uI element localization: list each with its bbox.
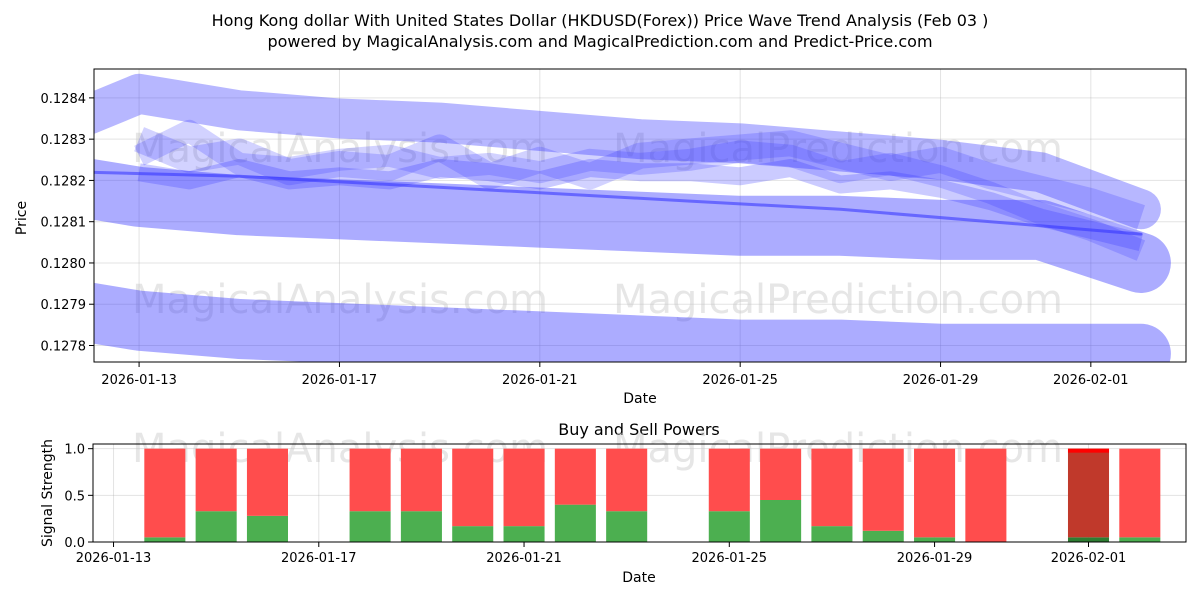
main-x-tick-label: 2026-01-25 [702,373,778,388]
main-y-tick-label: 0.1283 [41,133,87,148]
bar-y-tick-label: 0.5 [64,489,85,504]
sell-bar [708,448,750,512]
bar-plot-frame [92,443,1187,543]
sell-bar [760,448,802,500]
sell-bar [195,448,237,512]
main-y-ticks: 0.1278 0.1279 0.1280 0.1281 0.1282 0.1283 0.12… [41,92,94,354]
main-x-tick-label: 2026-01-17 [302,373,378,388]
main-plot-frame [93,68,1187,363]
chart-title-line2: powered by MagicalAnalysis.com and Magic… [267,32,932,51]
buy-bar [400,511,442,542]
buy-bar [452,526,494,542]
sell-bar [914,448,956,538]
series-middle-band [94,159,1171,293]
bar-x-tick-label: 2026-01-21 [486,551,562,566]
sell-bar [1119,448,1161,538]
buy-bar [606,511,648,542]
series-trend [94,170,1143,236]
sell-bar [503,448,545,527]
bar-chart-title: Buy and Sell Powers [558,420,720,439]
buy-bar [1067,537,1110,542]
main-x-axis-label: Date [623,391,656,407]
sell-bar [554,448,596,505]
series-wave-1 [134,127,1145,230]
main-x-tick-label: 2026-02-01 [1053,373,1129,388]
sell-bar [452,448,494,527]
bar-y-tick-label: 1.0 [64,443,85,458]
main-plot-background [94,69,1186,362]
bar-y-ticks: 0.0 0.5 1.0 [64,443,93,551]
sell-bar [144,448,186,538]
watermark-analysis-mid: MagicalAnalysis.com [132,277,548,323]
buy-bar [862,530,904,542]
main-series-group [94,73,1171,362]
buy-bar [246,515,288,542]
main-y-tick-label: 0.1281 [41,216,87,231]
main-x-ticks: 2026-01-13 2026-01-17 2026-01-21 2026-01-25… [101,362,1129,388]
bar-x-tick-label: 2026-01-13 [76,551,152,566]
buy-bar [760,500,802,542]
series-lower-band [94,282,1171,362]
series-wave-2 [134,119,1146,261]
sell-bar [862,448,904,531]
buy-bar [914,537,956,542]
bar-x-ticks: 2026-01-13 2026-01-17 2026-01-21 2026-01-25… [76,542,1127,566]
watermark-prediction-top: MagicalPrediction.com [613,126,1063,172]
bar-x-tick-label: 2026-02-01 [1051,551,1127,566]
main-y-tick-label: 0.1284 [41,92,87,107]
sell-bar [811,448,853,527]
sell-bar [246,448,288,516]
bar-y-axis-label: Signal Strength [40,439,56,547]
bar-x-tick-label: 2026-01-25 [692,551,768,566]
chart-title-line1: Hong Kong dollar With United States Doll… [212,11,989,30]
sell-bar [965,448,1007,542]
buy-bar [811,526,853,542]
bar-x-axis-label: Date [622,570,655,586]
main-x-tick-label: 2026-01-13 [101,373,177,388]
main-x-tick-label: 2026-01-21 [502,373,578,388]
main-x-tick-label: 2026-01-29 [903,373,979,388]
sell-bar [606,448,648,512]
main-y-tick-label: 0.1280 [41,257,87,272]
buy-bar [503,526,545,542]
bar-x-tick-label: 2026-01-17 [281,551,357,566]
buy-bar [195,511,237,542]
buy-bar [708,511,750,542]
main-y-tick-label: 0.1279 [41,298,87,313]
sell-bar [1067,448,1110,538]
buy-bar [144,537,186,542]
sell-bar [400,448,442,512]
bar-y-tick-label: 0.0 [64,536,85,551]
bar-x-tick-label: 2026-01-29 [897,551,973,566]
main-y-tick-label: 0.1278 [41,339,87,354]
watermark-analysis-top: MagicalAnalysis.com [132,126,548,172]
main-y-axis-label: Price [14,201,30,235]
buy-bar [554,504,596,542]
series-upper-band [94,73,1161,230]
buy-bar [349,511,391,542]
watermark-prediction-mid: MagicalPrediction.com [613,277,1063,323]
sell-bar-highlight-cap [1067,448,1110,453]
bar-series-group [144,448,1161,542]
main-y-tick-label: 0.1282 [41,174,87,189]
sell-bar [349,448,391,512]
buy-bar [1119,537,1161,542]
